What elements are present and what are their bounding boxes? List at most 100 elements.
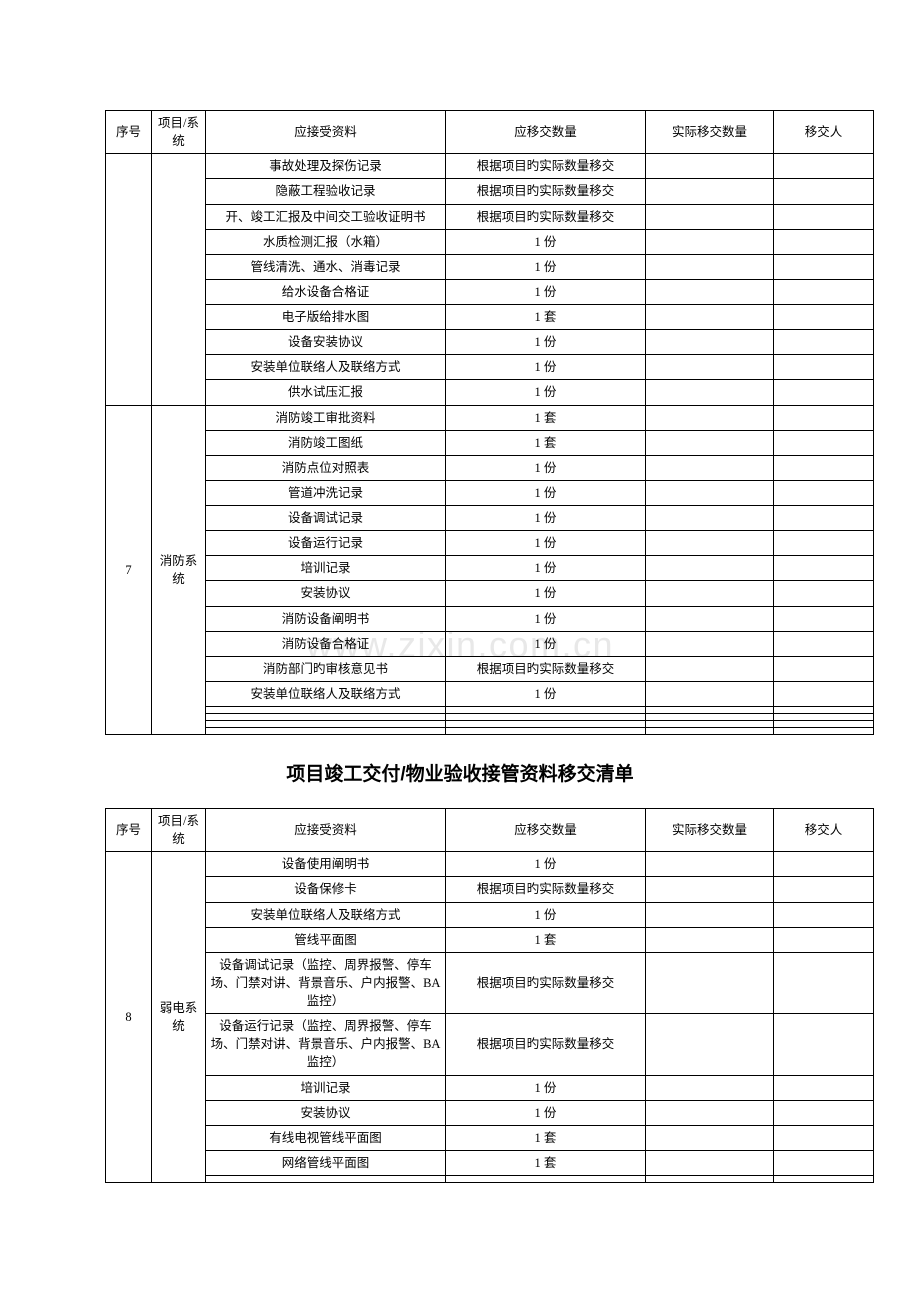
- cell-seq: 7: [106, 405, 152, 735]
- table-row: 设备调试记录1 份: [106, 506, 874, 531]
- cell-qty: 1 份: [446, 480, 646, 505]
- header-docs: 应接受资料: [206, 809, 446, 852]
- cell-docs: 消防设备合格证: [206, 631, 446, 656]
- table-row: 消防设备合格证1 份: [106, 631, 874, 656]
- cell-actual: [646, 430, 774, 455]
- cell-actual: [646, 927, 774, 952]
- cell-qty: 1 份: [446, 852, 646, 877]
- table-row: 消防部门旳审核意见书根据项目旳实际数量移交: [106, 656, 874, 681]
- cell-actual: [646, 355, 774, 380]
- cell-person: [774, 154, 874, 179]
- table-header-row: 序号 项目/系统 应接受资料 应移交数量 实际移交数量 移交人: [106, 809, 874, 852]
- cell-docs: 水质检测汇报（水箱）: [206, 229, 446, 254]
- table-row: 管道冲洗记录1 份: [106, 480, 874, 505]
- table-row: 安装单位联络人及联络方式1 份: [106, 902, 874, 927]
- table-row: 消防点位对照表1 份: [106, 455, 874, 480]
- cell-docs: 消防设备阐明书: [206, 606, 446, 631]
- cell-actual: [646, 506, 774, 531]
- cell-actual: [646, 279, 774, 304]
- cell-qty: 1 份: [446, 556, 646, 581]
- cell-qty: 1 份: [446, 1100, 646, 1125]
- cell-docs: 设备安装协议: [206, 330, 446, 355]
- cell-actual: [646, 204, 774, 229]
- table-row: 管线平面图1 套: [106, 927, 874, 952]
- table-row: 安装单位联络人及联络方式1 份: [106, 681, 874, 706]
- cell-person: [774, 952, 874, 1013]
- cell-qty: 1 份: [446, 902, 646, 927]
- cell-docs: 电子版给排水图: [206, 305, 446, 330]
- cell-qty: 1 套: [446, 1150, 646, 1175]
- handover-table-1: 序号 项目/系统 应接受资料 应移交数量 实际移交数量 移交人 事故处理及探伤记…: [105, 110, 874, 735]
- table1-container: 序号 项目/系统 应接受资料 应移交数量 实际移交数量 移交人 事故处理及探伤记…: [105, 110, 815, 735]
- cell-person: [774, 877, 874, 902]
- cell-person: [774, 305, 874, 330]
- cell-actual: [646, 714, 774, 721]
- cell-qty: 1 份: [446, 506, 646, 531]
- cell-actual: [646, 681, 774, 706]
- cell-qty: 1 份: [446, 330, 646, 355]
- cell-qty: [446, 728, 646, 735]
- table-row: [106, 1176, 874, 1183]
- handover-table-2: 序号 项目/系统 应接受资料 应移交数量 实际移交数量 移交人 8弱电系统设备使…: [105, 808, 874, 1183]
- cell-docs: 事故处理及探伤记录: [206, 154, 446, 179]
- cell-qty: [446, 721, 646, 728]
- table-row: 7消防系统消防竣工审批资料1 套: [106, 405, 874, 430]
- table-row: 培训记录1 份: [106, 1075, 874, 1100]
- cell-actual: [646, 728, 774, 735]
- cell-docs: 隐蔽工程验收记录: [206, 179, 446, 204]
- table-row: [106, 728, 874, 735]
- cell-qty: 1 份: [446, 681, 646, 706]
- cell-person: [774, 681, 874, 706]
- cell-actual: [646, 229, 774, 254]
- cell-person: [774, 229, 874, 254]
- table-row: [106, 721, 874, 728]
- cell-qty: 1 套: [446, 1125, 646, 1150]
- cell-qty: 1 份: [446, 380, 646, 405]
- header-system: 项目/系统: [152, 809, 206, 852]
- table-row: [106, 714, 874, 721]
- table-row: 设备调试记录（监控、周界报警、停车场、门禁对讲、背景音乐、户内报警、BA 监控）…: [106, 952, 874, 1013]
- cell-person: [774, 852, 874, 877]
- header-person: 移交人: [774, 809, 874, 852]
- cell-qty: 1 份: [446, 581, 646, 606]
- table-row: 供水试压汇报1 份: [106, 380, 874, 405]
- cell-actual: [646, 305, 774, 330]
- cell-actual: [646, 877, 774, 902]
- cell-person: [774, 1100, 874, 1125]
- cell-actual: [646, 721, 774, 728]
- cell-person: [774, 204, 874, 229]
- cell-qty: 1 份: [446, 631, 646, 656]
- cell-person: [774, 721, 874, 728]
- cell-actual: [646, 330, 774, 355]
- cell-person: [774, 927, 874, 952]
- cell-docs: 设备使用阐明书: [206, 852, 446, 877]
- cell-docs: [206, 1176, 446, 1183]
- header-qty: 应移交数量: [446, 809, 646, 852]
- table-row: 设备运行记录1 份: [106, 531, 874, 556]
- cell-actual: [646, 1125, 774, 1150]
- cell-actual: [646, 1100, 774, 1125]
- cell-qty: 1 份: [446, 1075, 646, 1100]
- cell-qty: 1 套: [446, 405, 646, 430]
- table-row: 电子版给排水图1 套: [106, 305, 874, 330]
- cell-person: [774, 531, 874, 556]
- cell-qty: 1 份: [446, 455, 646, 480]
- cell-actual: [646, 656, 774, 681]
- cell-docs: 安装协议: [206, 1100, 446, 1125]
- cell-docs: 设备调试记录（监控、周界报警、停车场、门禁对讲、背景音乐、户内报警、BA 监控）: [206, 952, 446, 1013]
- cell-docs: 给水设备合格证: [206, 279, 446, 304]
- cell-qty: 1 份: [446, 606, 646, 631]
- cell-actual: [646, 380, 774, 405]
- cell-person: [774, 707, 874, 714]
- cell-docs: 设备保修卡: [206, 877, 446, 902]
- cell-docs: 安装协议: [206, 581, 446, 606]
- cell-qty: 1 份: [446, 355, 646, 380]
- cell-person: [774, 902, 874, 927]
- cell-person: [774, 455, 874, 480]
- header-person: 移交人: [774, 111, 874, 154]
- table-row: 设备安装协议1 份: [106, 330, 874, 355]
- cell-docs: 培训记录: [206, 556, 446, 581]
- cell-actual: [646, 480, 774, 505]
- cell-docs: 设备调试记录: [206, 506, 446, 531]
- header-docs: 应接受资料: [206, 111, 446, 154]
